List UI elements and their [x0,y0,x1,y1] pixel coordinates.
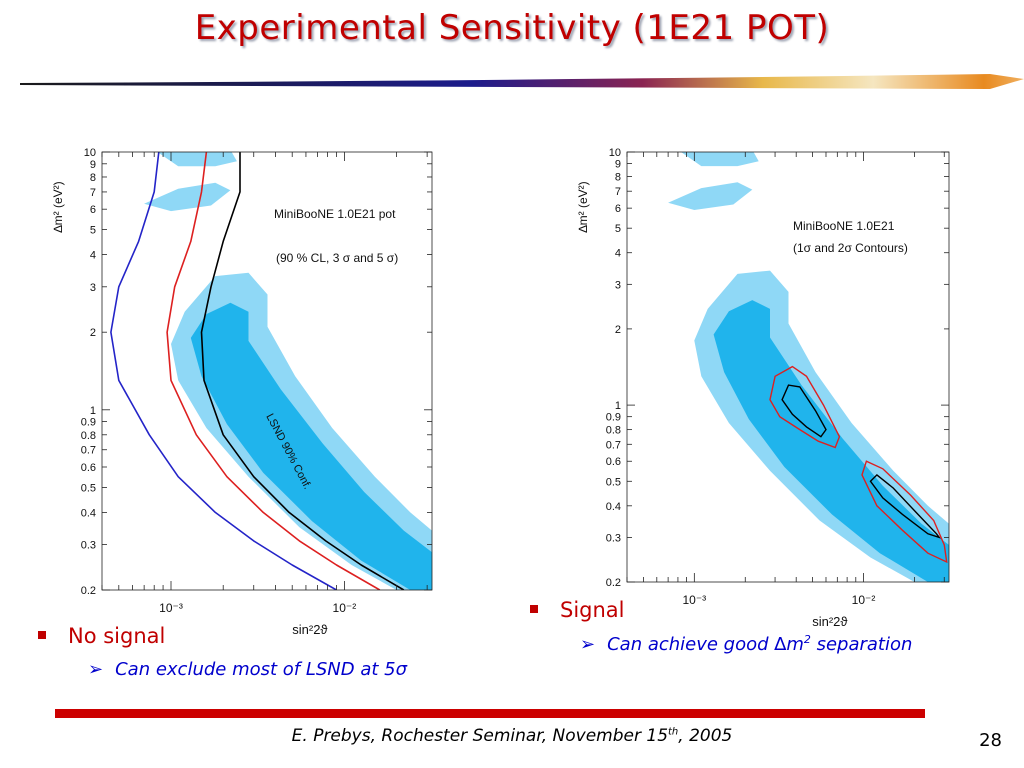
y-tick-label: 5 [615,223,621,235]
bullet-no-signal: No signal [38,624,165,648]
y-axis-label: ∆m² (eV²) [576,181,590,232]
y-tick-label: 0.8 [81,430,96,442]
bullet-square-icon [38,631,46,639]
lsnd-island [144,182,231,212]
plot-annotation: MiniBooNE 1.0E21 [793,219,895,233]
y-tick-label: 4 [90,250,96,262]
bullet-square-icon [530,605,538,613]
sub-bullet-separation: ➢ Can achieve good ∆m2 separation [580,633,913,655]
y-tick-label: 0.5 [606,476,621,488]
y-tick-label: 10 [84,147,96,159]
footer-citation: E. Prebys, Rochester Seminar, November 1… [291,726,733,746]
y-tick-label: 0.9 [81,417,96,429]
y-tick-label: 5 [90,225,96,237]
sensitivity-curve [110,152,337,590]
plot-area [110,152,432,590]
y-tick-label: 6 [90,204,96,216]
y-tick-label: 7 [90,187,96,199]
lsnd-region-inner [713,300,949,582]
y-tick-label: 0.3 [81,540,96,552]
y-tick-label: 4 [615,248,621,260]
lsnd-region-inner [190,302,432,590]
sub-bullet-exclude: ➢ Can exclude most of LSND at 5σ [88,659,408,680]
page-number: 28 [979,730,1002,751]
x-axis-label: sin²2ϑ [292,622,328,637]
plot-frame [626,151,950,583]
lsnd-island [668,182,753,210]
y-tick-label: 0.6 [81,462,96,474]
x-tick-label: 10⁻² [852,593,876,607]
y-axis-label: ∆m² (eV²) [51,181,65,232]
signal-contour [781,384,827,438]
x-axis-label: sin²2ϑ [812,614,848,629]
y-tick-label: 0.6 [606,456,621,468]
lsnd-island [716,152,742,159]
y-tick-label: 0.7 [606,439,621,451]
y-tick-label: 10 [609,147,621,159]
y-tick-label: 0.5 [81,482,96,494]
arrow-bullet-icon: ➢ [88,659,104,680]
sensitivity-curve [166,152,381,590]
bullet-signal: Signal [530,598,625,622]
plot-frame [101,151,433,591]
signal-contour [769,365,841,449]
y-tick-label: 8 [615,172,621,184]
y-tick-label: 9 [615,159,621,171]
sensitivity-curve [200,152,405,590]
plot-annotation: MiniBooNE 1.0E21 pot [274,207,396,221]
y-tick-label: 7 [615,186,621,198]
y-tick-label: 0.2 [606,577,621,589]
x-tick-label: 10⁻² [333,601,357,615]
plot-annotation: (1σ and 2σ Contours) [793,241,908,255]
y-tick-label: 0.4 [606,501,621,513]
slide-title: Experimental Sensitivity (1E21 POT) [194,8,830,48]
y-tick-label: 3 [615,279,621,291]
y-tick-label: 0.7 [81,445,96,457]
y-tick-label: 8 [90,172,96,184]
title-divider [20,74,1024,89]
y-tick-label: 0.4 [81,507,96,519]
y-tick-label: 3 [90,282,96,294]
footer-divider [55,709,925,718]
y-tick-label: 6 [615,203,621,215]
y-tick-label: 0.2 [81,585,96,597]
arrow-bullet-icon: ➢ [580,634,596,655]
y-tick-label: 2 [615,324,621,336]
y-tick-label: 0.8 [606,425,621,437]
y-tick-label: 0.3 [606,532,621,544]
y-tick-label: 0.9 [606,412,621,424]
plot-area [668,152,949,582]
x-tick-label: 10⁻³ [682,593,706,607]
y-tick-label: 2 [90,327,96,339]
plot-annotation: (90 % CL, 3 σ and 5 σ) [276,251,398,265]
x-tick-label: 10⁻³ [159,601,183,615]
y-tick-label: 1 [615,400,621,412]
signal-contour [861,460,948,564]
signal-contour [869,473,942,539]
y-tick-label: 1 [90,405,96,417]
y-tick-label: 9 [90,159,96,171]
